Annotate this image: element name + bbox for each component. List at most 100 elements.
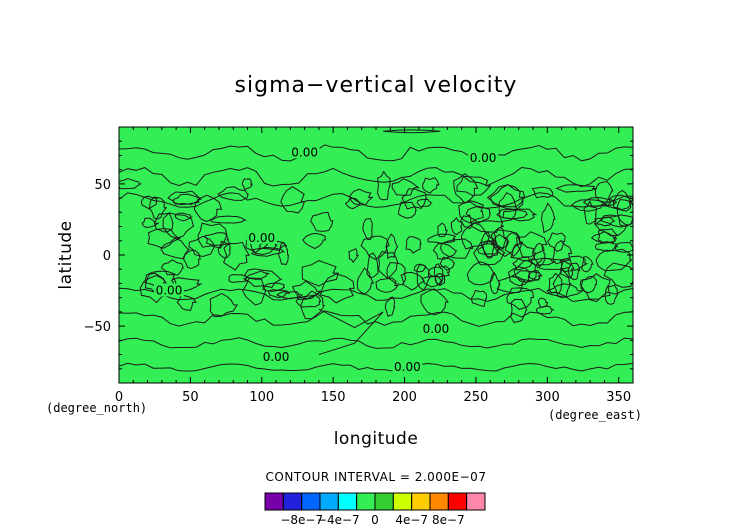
contour-cell bbox=[173, 193, 202, 206]
contour-cell bbox=[513, 259, 537, 282]
colorbar-swatch bbox=[447, 492, 468, 511]
contour-line bbox=[118, 192, 634, 209]
y-tick-label: 50 bbox=[94, 178, 111, 193]
contour-cell bbox=[188, 235, 216, 258]
contour-cell bbox=[242, 277, 267, 306]
contour-cell bbox=[531, 186, 554, 199]
contour-cell bbox=[362, 218, 373, 241]
contour-cell bbox=[416, 264, 432, 291]
colorbar-swatch bbox=[374, 492, 394, 511]
contour-cell bbox=[432, 242, 458, 260]
colorbar-tick-label: 4e−7 bbox=[395, 513, 428, 527]
contour-cell bbox=[456, 175, 492, 196]
contour-line bbox=[118, 362, 634, 372]
contour-cell bbox=[295, 294, 322, 308]
contour-cell bbox=[422, 177, 440, 194]
contour-cell bbox=[537, 297, 548, 308]
contour-cell bbox=[140, 195, 158, 210]
colorbar-swatch bbox=[411, 492, 431, 511]
x-tick-label: 50 bbox=[182, 390, 199, 405]
contour-cell bbox=[397, 201, 417, 219]
contour-label: 0.00 bbox=[248, 231, 275, 245]
contour-cell bbox=[228, 274, 248, 284]
contour-cell bbox=[581, 256, 594, 273]
x-tick-label: 350 bbox=[606, 390, 631, 405]
x-tick-label: 300 bbox=[535, 390, 560, 405]
contour-line bbox=[118, 144, 634, 162]
contour-cell bbox=[579, 276, 598, 294]
contour-cell bbox=[594, 181, 614, 204]
contour-cell bbox=[153, 212, 174, 233]
contour-cell bbox=[360, 235, 390, 260]
colorbar-swatch bbox=[466, 492, 486, 511]
contour-label-bg bbox=[261, 350, 292, 364]
contour-cell bbox=[460, 222, 491, 250]
contour-cell bbox=[170, 277, 203, 292]
chart-title: sigma−vertical velocity bbox=[235, 73, 518, 98]
contour-cell bbox=[378, 250, 399, 280]
contour-cell bbox=[300, 290, 326, 320]
contour-cell bbox=[310, 211, 334, 232]
contour-cell bbox=[349, 188, 374, 206]
contour-cell bbox=[507, 266, 530, 287]
contour-cell bbox=[530, 258, 555, 266]
contour-interval-label: CONTOUR INTERVAL = 2.000E−07 bbox=[266, 470, 487, 484]
contour-label-bg bbox=[468, 151, 499, 165]
contour-cell bbox=[489, 271, 500, 295]
colorbar-swatch bbox=[264, 492, 284, 511]
contour-cell bbox=[453, 173, 479, 204]
contour-label: 0.00 bbox=[470, 151, 497, 165]
contour-label: 0.00 bbox=[394, 360, 421, 374]
contour-label-bg bbox=[246, 230, 277, 244]
velocity-field bbox=[119, 127, 633, 383]
contour-cell bbox=[183, 249, 201, 270]
contour-cell bbox=[490, 229, 524, 257]
colorbar-swatch bbox=[337, 492, 358, 511]
contour-cell bbox=[510, 298, 528, 323]
contour-cell bbox=[595, 248, 633, 272]
contour-cell bbox=[603, 262, 634, 288]
contour-cell bbox=[532, 242, 546, 268]
colorbar-swatch bbox=[319, 492, 339, 511]
y-unit-label: (degree_north) bbox=[46, 401, 147, 415]
colorbar-tick-label: −4e−7 bbox=[317, 513, 360, 527]
contour-cell bbox=[141, 217, 160, 228]
contour-line bbox=[118, 310, 634, 327]
contour-cell bbox=[356, 267, 375, 295]
contour-cell bbox=[217, 186, 249, 201]
contour-lines bbox=[118, 129, 634, 372]
contour-cell bbox=[262, 282, 285, 292]
x-tick-label: 250 bbox=[464, 390, 489, 405]
contour-label: 0.00 bbox=[263, 350, 290, 364]
contour-cell bbox=[209, 215, 248, 224]
contour-cell bbox=[582, 196, 618, 208]
contour-line bbox=[118, 337, 634, 349]
contour-cell bbox=[502, 208, 538, 222]
contour-cell bbox=[466, 261, 496, 286]
contour-label: 0.00 bbox=[156, 283, 183, 297]
x-tick-label: 150 bbox=[321, 390, 346, 405]
y-tick-label: 0 bbox=[103, 249, 111, 264]
contour-label-bg bbox=[289, 145, 320, 159]
colorbar-tick-label: 0 bbox=[371, 513, 379, 527]
contour-cell bbox=[344, 197, 362, 210]
x-tick-label: 200 bbox=[392, 390, 417, 405]
contour-cell bbox=[552, 239, 573, 265]
contour-cell bbox=[547, 232, 566, 253]
contour-cell bbox=[217, 240, 231, 259]
contour-cell bbox=[614, 241, 634, 253]
contour-cell bbox=[258, 240, 288, 251]
contour-cell bbox=[401, 188, 427, 210]
contour-cell bbox=[516, 231, 548, 258]
contour-cell bbox=[348, 248, 360, 264]
contour-cell bbox=[376, 170, 391, 201]
contour-cell bbox=[470, 220, 505, 233]
x-tick-label: 0 bbox=[115, 390, 123, 405]
x-tick-label: 100 bbox=[249, 390, 274, 405]
contour-cell bbox=[386, 262, 407, 286]
plot-area: 0.00 0.00 0.00 0.00 0.00 0.00 0.00 0 50 100 150 20… bbox=[84, 126, 634, 405]
contour-cell bbox=[535, 305, 556, 315]
contour-cell bbox=[250, 246, 286, 257]
contour-cell bbox=[421, 275, 444, 288]
contour-cell bbox=[552, 268, 572, 299]
